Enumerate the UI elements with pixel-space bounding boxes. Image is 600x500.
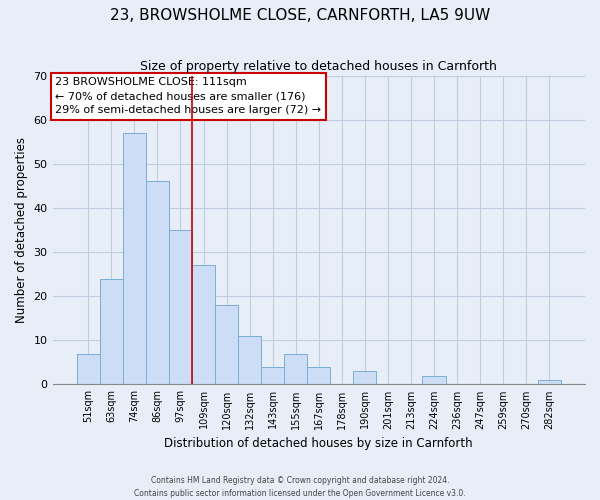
Bar — [169, 230, 192, 384]
Bar — [215, 305, 238, 384]
Text: 23 BROWSHOLME CLOSE: 111sqm
← 70% of detached houses are smaller (176)
29% of se: 23 BROWSHOLME CLOSE: 111sqm ← 70% of det… — [55, 77, 322, 115]
Bar — [238, 336, 261, 384]
Bar — [100, 278, 123, 384]
Bar — [353, 371, 376, 384]
Bar — [307, 367, 330, 384]
Bar — [192, 266, 215, 384]
Text: Contains HM Land Registry data © Crown copyright and database right 2024.
Contai: Contains HM Land Registry data © Crown c… — [134, 476, 466, 498]
Title: Size of property relative to detached houses in Carnforth: Size of property relative to detached ho… — [140, 60, 497, 73]
Bar — [146, 182, 169, 384]
Bar — [538, 380, 561, 384]
Bar — [123, 133, 146, 384]
Bar — [422, 376, 446, 384]
Text: 23, BROWSHOLME CLOSE, CARNFORTH, LA5 9UW: 23, BROWSHOLME CLOSE, CARNFORTH, LA5 9UW — [110, 8, 490, 22]
X-axis label: Distribution of detached houses by size in Carnforth: Distribution of detached houses by size … — [164, 437, 473, 450]
Bar — [261, 367, 284, 384]
Bar — [77, 354, 100, 384]
Y-axis label: Number of detached properties: Number of detached properties — [15, 137, 28, 323]
Bar — [284, 354, 307, 384]
